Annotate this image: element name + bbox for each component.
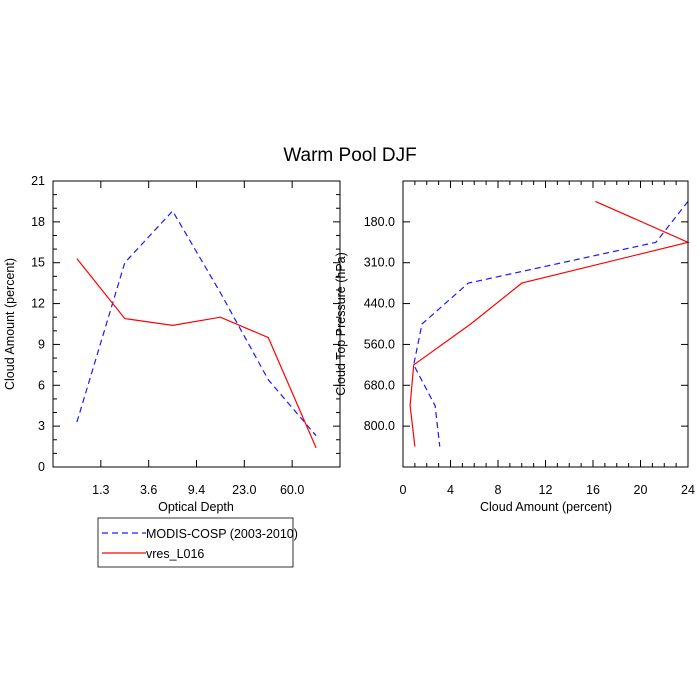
- left-y-tick-label: 12: [31, 297, 45, 311]
- legend-label-obs: MODIS-COSP (2003-2010): [146, 527, 298, 541]
- left-plot-frame: [52, 180, 341, 468]
- left-series-line-model: [76, 258, 317, 449]
- left-series-line-modis: [76, 209, 317, 437]
- left-x-tick-label: 1.3: [92, 483, 109, 497]
- right-y-axis-label: Cloud Top Pressure (hPa): [334, 252, 348, 396]
- right-series: [409, 200, 690, 447]
- left-y-tick-labels: 0 3 6 9 12 15 18 21: [31, 174, 45, 474]
- right-x-tick-label: 8: [495, 483, 502, 497]
- left-y-tick-label: 3: [38, 419, 45, 433]
- left-x-tick-label: 3.6: [140, 483, 157, 497]
- left-series: [76, 209, 317, 449]
- right-x-tick-label: 4: [447, 483, 454, 497]
- chart-title: Warm Pool DJF: [283, 145, 416, 166]
- right-y-tick-label: 180.0: [364, 215, 395, 229]
- right-panel: 180.0 310.0 440.0 560.0 680.0 800.0 0 4 8 12 16 20…: [334, 180, 695, 514]
- left-x-tick-labels: 1.3 3.6 9.4 23.0 60.0: [92, 483, 304, 497]
- left-y-tick-label: 0: [38, 460, 45, 474]
- legend-frame: [97, 517, 294, 568]
- right-y-tick-labels: 180.0 310.0 440.0 560.0 680.0 800.0: [364, 215, 395, 433]
- left-y-tick-label: 15: [31, 256, 45, 270]
- left-y-axis-label: Cloud Amount (percent): [3, 258, 17, 390]
- left-ticks: [53, 180, 340, 468]
- left-y-tick-label: 9: [38, 337, 45, 351]
- left-x-axis-label: Optical Depth: [158, 500, 234, 514]
- right-x-tick-label: 0: [400, 483, 407, 497]
- right-x-tick-label: 20: [634, 483, 648, 497]
- right-x-tick-labels: 0 4 8 12 16 20 24: [400, 483, 695, 497]
- right-y-tick-label: 680.0: [364, 378, 395, 392]
- left-x-tick-label: 60.0: [280, 483, 304, 497]
- right-y-tick-label: 560.0: [364, 337, 395, 351]
- left-x-tick-label: 9.4: [188, 483, 205, 497]
- left-y-tick-label: 21: [31, 174, 45, 188]
- legend: MODIS-COSP (2003-2010) vres_L016: [97, 517, 298, 568]
- right-x-axis-label: Cloud Amount (percent): [480, 500, 612, 514]
- right-series-line-model: [409, 200, 690, 447]
- legend-label-model: vres_L016: [146, 547, 204, 561]
- right-x-tick-label: 24: [681, 483, 695, 497]
- right-x-tick-label: 12: [539, 483, 553, 497]
- left-x-tick-label: 23.0: [232, 483, 256, 497]
- right-y-tick-label: 310.0: [364, 256, 395, 270]
- right-y-tick-label: 440.0: [364, 297, 395, 311]
- right-y-tick-label: 800.0: [364, 419, 395, 433]
- left-y-tick-label: 18: [31, 215, 45, 229]
- right-plot-frame: [402, 180, 689, 468]
- left-y-tick-label: 6: [38, 378, 45, 392]
- right-x-tick-label: 16: [586, 483, 600, 497]
- right-series-line-modis: [413, 201, 689, 447]
- left-panel: 0 3 6 9 12 15 18 21 1.3 3.6 9.4 23.0 60.0 Optical D…: [3, 174, 341, 514]
